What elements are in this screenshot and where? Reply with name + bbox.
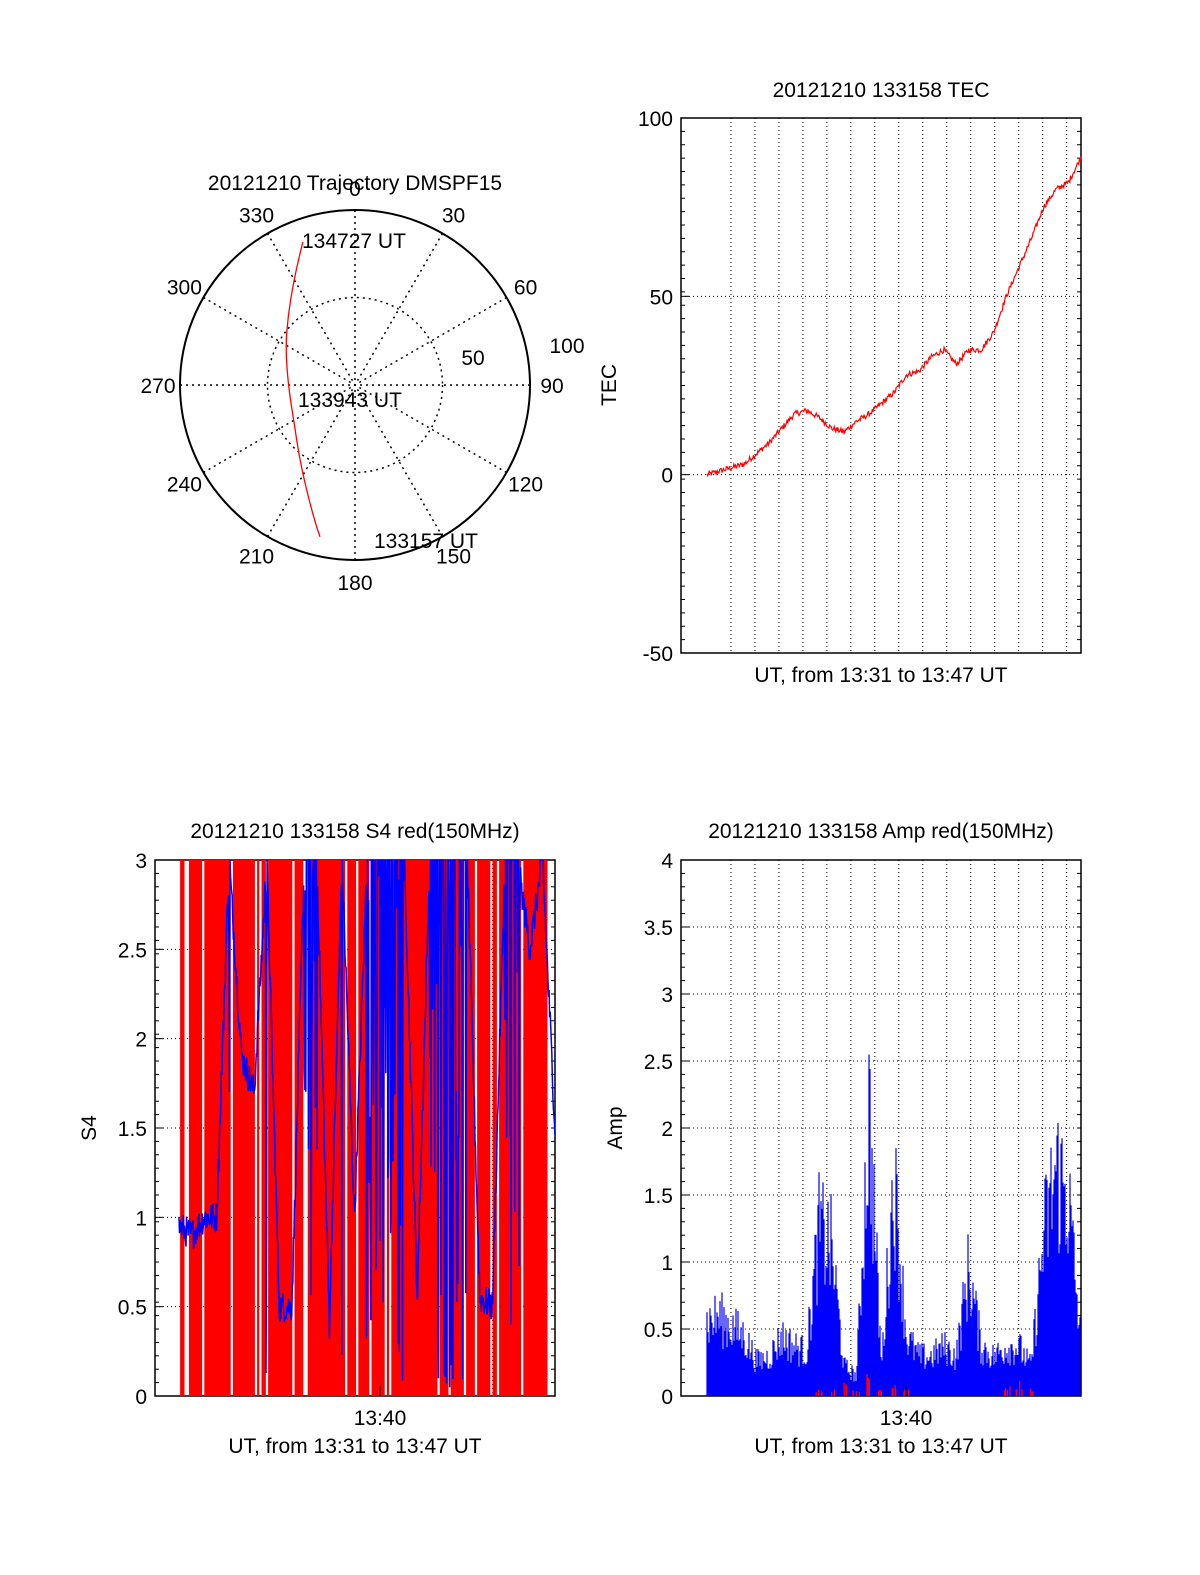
polar-angle-label: 330	[239, 204, 274, 227]
trajectory-line	[285, 241, 321, 538]
s4-title: 20121210 133158 S4 red(150MHz)	[190, 820, 519, 843]
polar-angle-label: 210	[239, 546, 274, 569]
tec-ytick-label: 50	[650, 286, 673, 309]
s4-ytick-label: 2.5	[118, 939, 147, 962]
s4-ylabel: S4	[78, 1115, 101, 1141]
amp-title: 20121210 133158 Amp red(150MHz)	[708, 820, 1054, 843]
s4-ytick-label: 0	[135, 1386, 147, 1409]
amp-xlabel: UT, from 13:31 to 13:47 UT	[754, 1435, 1007, 1458]
amp-blue-series	[706, 1054, 1081, 1396]
s4-xtick: 13:40	[354, 1407, 407, 1430]
amp-ytick-label: 1.5	[644, 1185, 673, 1208]
amp-ytick-label: 1	[661, 1252, 673, 1275]
amp-ytick-label: 3.5	[644, 917, 673, 940]
polar-radial-label: 100	[549, 335, 584, 358]
amp-ytick-label: 0.5	[644, 1319, 673, 1342]
tec-axes-frame	[680, 117, 1082, 654]
trajectory-title: 20121210 Trajectory DMSPF15	[208, 172, 502, 195]
polar-angle-label: 240	[167, 474, 202, 497]
tec-xlabel: UT, from 13:31 to 13:47 UT	[754, 664, 1007, 687]
tec-ytick-label: -50	[643, 643, 673, 666]
polar-angle-label: 0	[349, 178, 361, 201]
tec-title: 20121210 133158 TEC	[773, 79, 990, 102]
polar-angle-label: 30	[442, 204, 465, 227]
tec-plot: 20121210 133158 TEC UT, from 13:31 to 13…	[598, 79, 1082, 687]
polar-inner-circle	[266, 296, 444, 474]
polar-angle-label: 120	[508, 474, 543, 497]
polar-angle-label: 90	[540, 375, 563, 398]
s4-ytick-label: 1	[135, 1207, 147, 1230]
polar-angle-label: 270	[140, 375, 175, 398]
polar-angle-label: 60	[514, 277, 537, 300]
tec-ytick-label: 100	[638, 108, 673, 131]
trajectory-start-label: 133157 UT	[374, 530, 478, 553]
polar-angle-label: 300	[167, 277, 202, 300]
amp-xtick: 13:40	[880, 1407, 933, 1430]
tec-ytick-label: 0	[661, 465, 673, 488]
amp-ytick-label: 2.5	[644, 1051, 673, 1074]
trajectory-mid-label: 133943 UT	[298, 389, 402, 412]
amp-ytick-label: 2	[661, 1118, 673, 1141]
polar-angle-label: 180	[337, 572, 372, 595]
tec-ylabel: TEC	[598, 364, 621, 406]
polar-spoke	[266, 233, 444, 537]
polar-radial-label: 50	[461, 347, 484, 370]
s4-ytick-label: 3	[135, 850, 147, 873]
trajectory-end-label: 134727 UT	[302, 230, 406, 253]
amp-red-series	[815, 1374, 1034, 1396]
s4-xlabel: UT, from 13:31 to 13:47 UT	[228, 1435, 481, 1458]
s4-ytick-label: 0.5	[118, 1297, 147, 1320]
s4-ytick-label: 2	[135, 1029, 147, 1052]
amp-ytick-label: 0	[661, 1386, 673, 1409]
amp-ylabel: Amp	[604, 1106, 627, 1149]
polar-angle-label: 150	[436, 546, 471, 569]
trajectory-polar-plot: 20121210 Trajectory DMSPF15 0 30 60 90 120 15…	[140, 172, 584, 595]
s4-blue-series	[178, 859, 556, 1388]
amp-ytick-label: 3	[661, 984, 673, 1007]
amp-plot: 20121210 133158 Amp red(150MHz) UT, from…	[604, 820, 1082, 1458]
tec-series-line	[706, 156, 1082, 478]
s4-plot: 20121210 133158 S4 red(150MHz) UT, from …	[78, 820, 556, 1458]
amp-ytick-label: 4	[661, 850, 673, 873]
s4-ytick-label: 1.5	[118, 1118, 147, 1141]
